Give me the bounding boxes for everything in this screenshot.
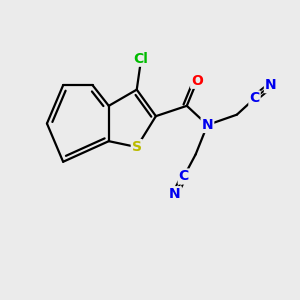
Text: C: C [179, 169, 189, 184]
Text: N: N [169, 187, 181, 201]
Text: N: N [265, 78, 277, 92]
Text: S: S [132, 140, 142, 154]
Text: Cl: Cl [134, 52, 148, 66]
Text: O: O [191, 74, 203, 88]
Text: C: C [249, 92, 260, 106]
Text: N: N [202, 118, 213, 132]
